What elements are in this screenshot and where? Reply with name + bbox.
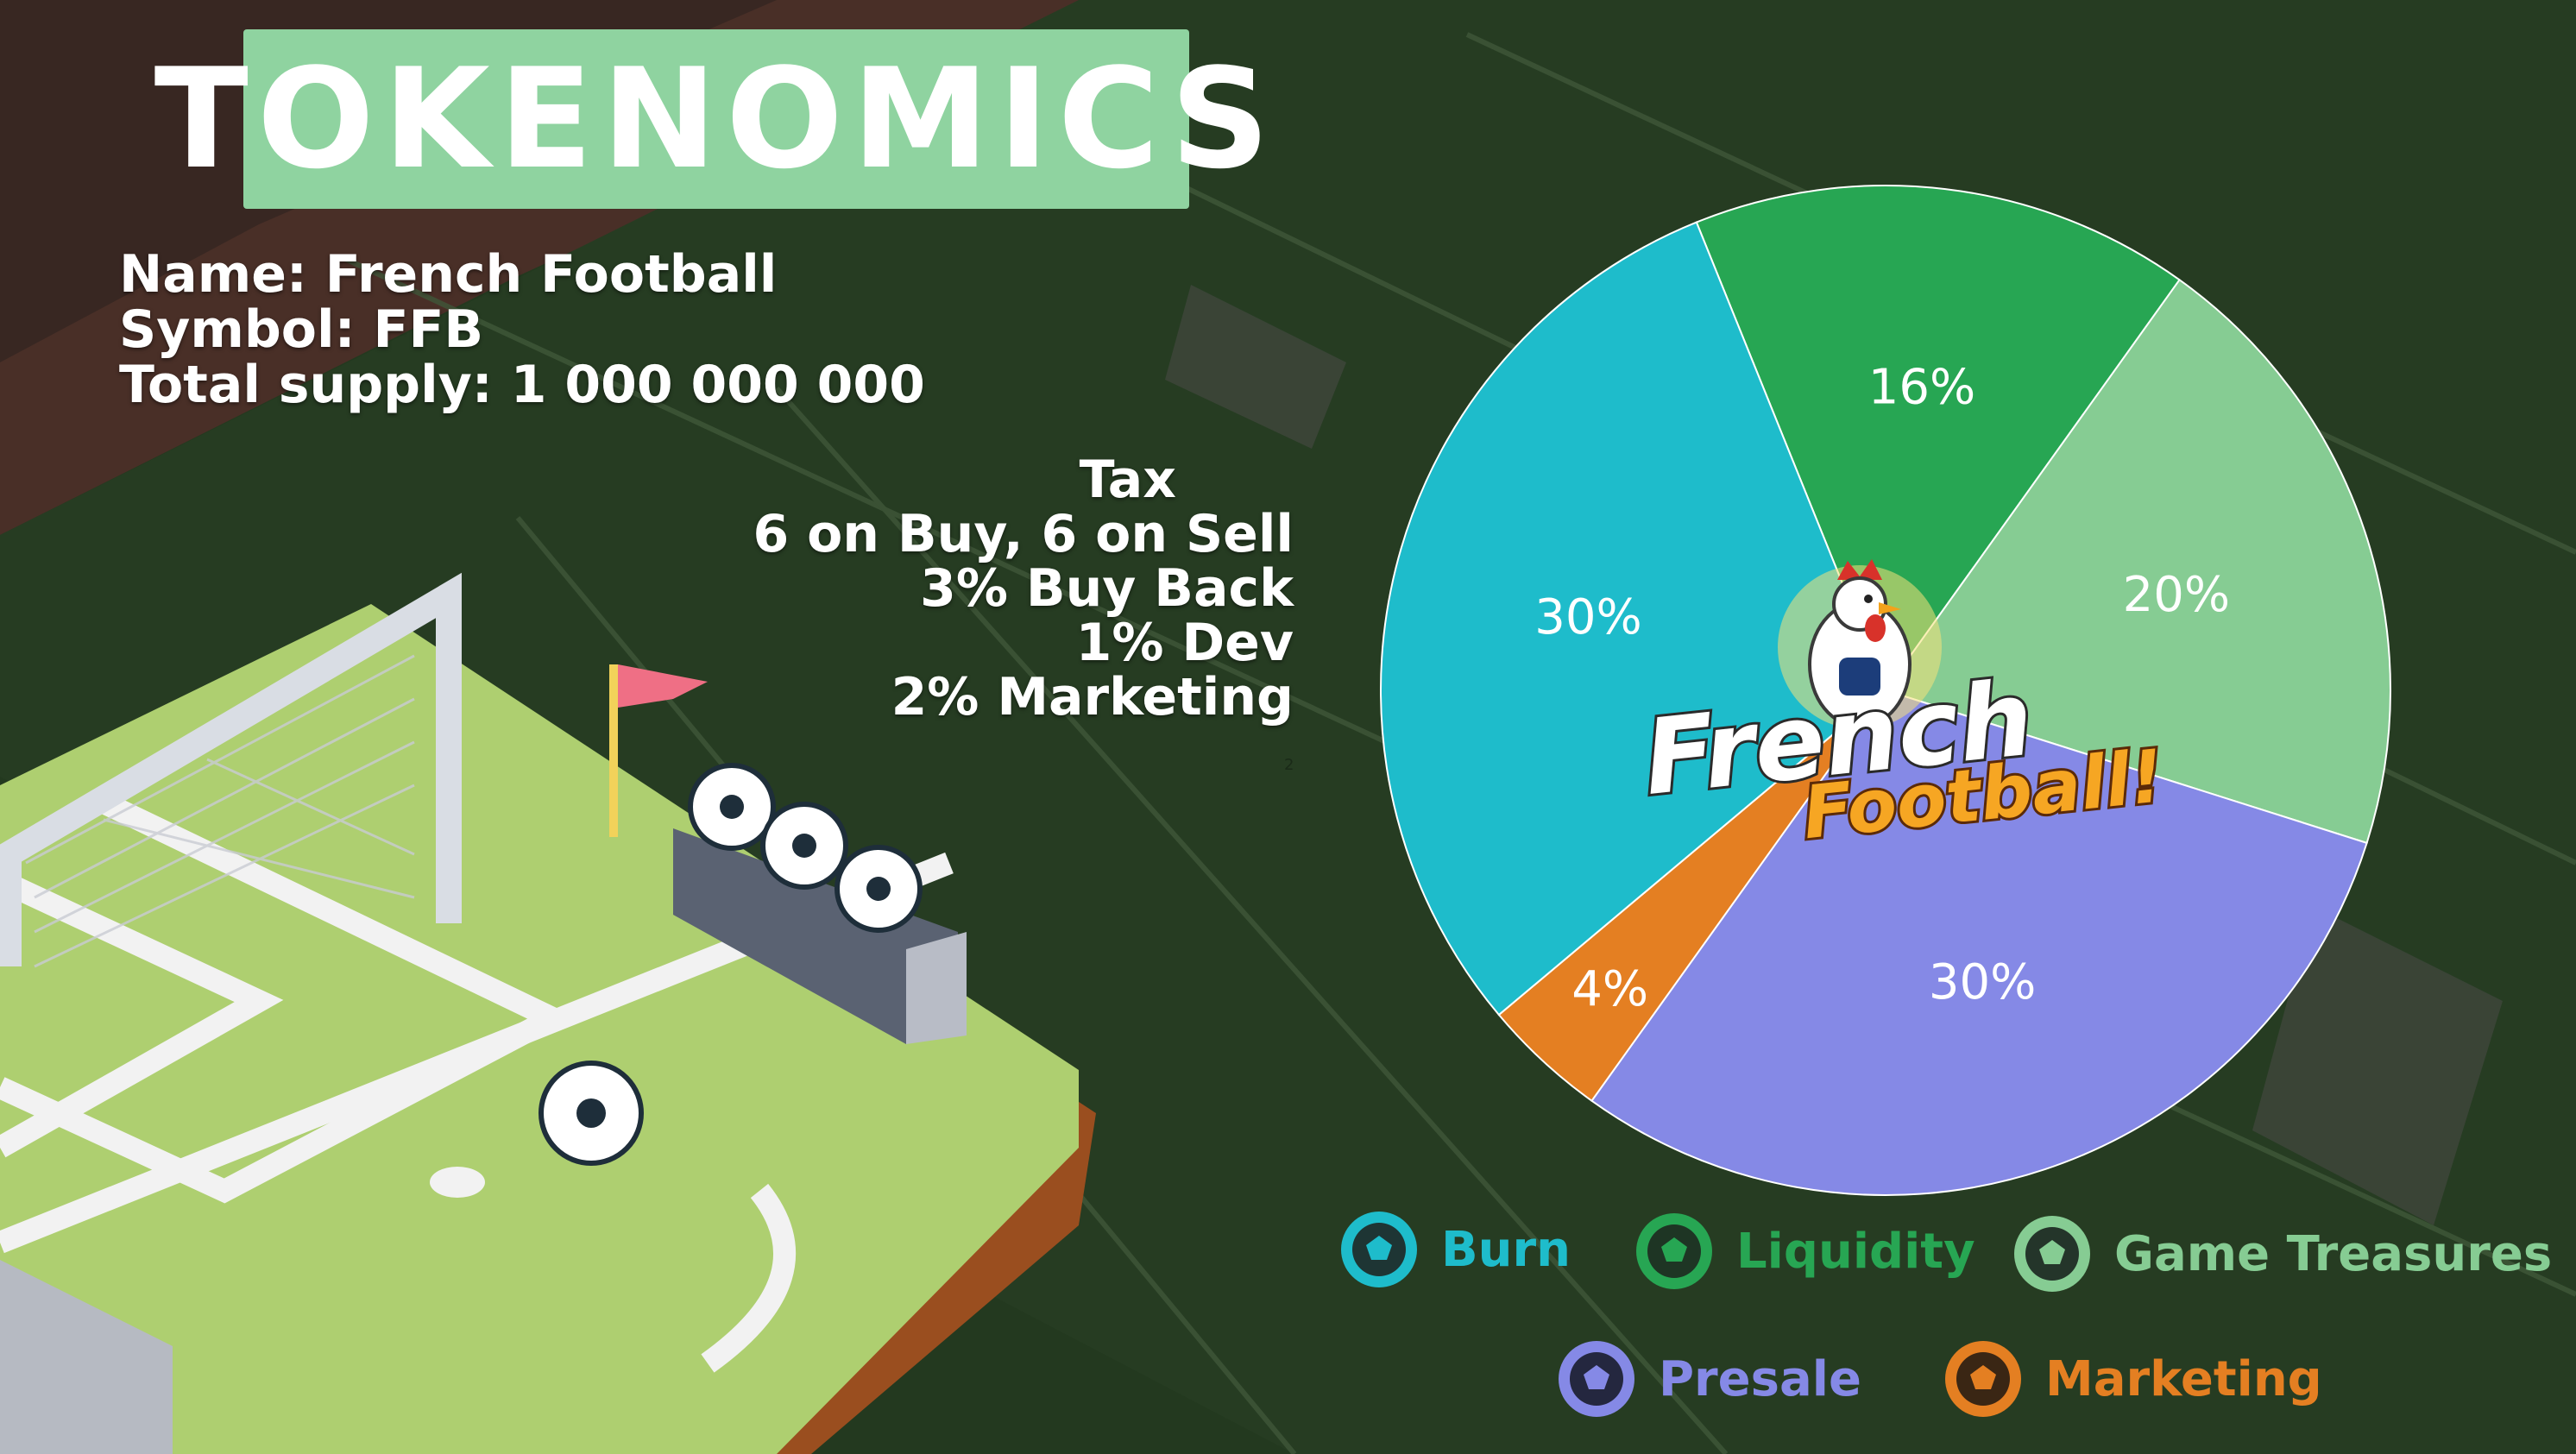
token-info: Name: French Football Symbol: FFB Total … [119, 247, 925, 412]
legend-item-liquidity: Liquidity [1631, 1208, 1975, 1294]
pie-data-label: 16% [1868, 359, 1975, 415]
soccer-ball-icon [1636, 1213, 1712, 1289]
tax-line: 2% Marketing [891, 667, 1294, 727]
goal-post [0, 572, 462, 966]
pie-slices [1380, 185, 2392, 1196]
legend-label: Burn [1441, 1221, 1571, 1278]
pie-labels: 16% 20% 30% 4% 30% [1534, 359, 2230, 1017]
legend-label: Liquidity [1736, 1223, 1975, 1280]
tax-line: 1% Dev [1075, 613, 1294, 673]
pie-data-label: 20% [2123, 567, 2230, 623]
logo-emblem [1778, 559, 1942, 729]
legend-item-game-treasures: Game Treasures [2009, 1211, 2552, 1297]
token-symbol: Symbol: FFB [119, 299, 484, 360]
footnote: 2 [1284, 756, 1294, 774]
soccer-ball-icon [1945, 1341, 2021, 1417]
tax-line: 3% Buy Back [920, 558, 1294, 619]
pie-slice-liquidity [1695, 185, 2181, 693]
legend-item-presale: Presale [1553, 1336, 1861, 1422]
pie-data-label: 30% [1534, 589, 1641, 645]
pie-data-label: 30% [1929, 954, 2036, 1010]
token-supply: Total supply: 1 000 000 000 [119, 355, 925, 415]
legend-item-burn: Burn [1336, 1206, 1571, 1293]
pie-slice-game-treasures [1884, 278, 2392, 845]
tax-line: 6 on Buy, 6 on Sell [753, 504, 1294, 564]
pie-data-label: 4% [1571, 961, 1648, 1017]
pie-slice-presale [1590, 689, 2368, 1196]
tax-title: Tax [1079, 450, 1176, 510]
pie-slice-burn [1380, 221, 1887, 1017]
page-title: TOKENOMICS [154, 38, 1279, 199]
soccer-ball-icon [2014, 1216, 2090, 1292]
soccer-ball-icon [1559, 1341, 1634, 1417]
legend-label: Presale [1659, 1350, 1861, 1407]
token-name: Name: French Football [119, 244, 778, 305]
legend-label: Game Treasures [2114, 1225, 2553, 1282]
legend-label: Marketing [2045, 1350, 2322, 1407]
tax-block: Tax 6 on Buy, 6 on Sell 3% Buy Back 1% D… [753, 453, 1294, 725]
title-banner: TOKENOMICS [154, 29, 1269, 209]
soccer-ball-icon [1341, 1212, 1417, 1287]
legend-item-marketing: Marketing [1940, 1336, 2322, 1422]
